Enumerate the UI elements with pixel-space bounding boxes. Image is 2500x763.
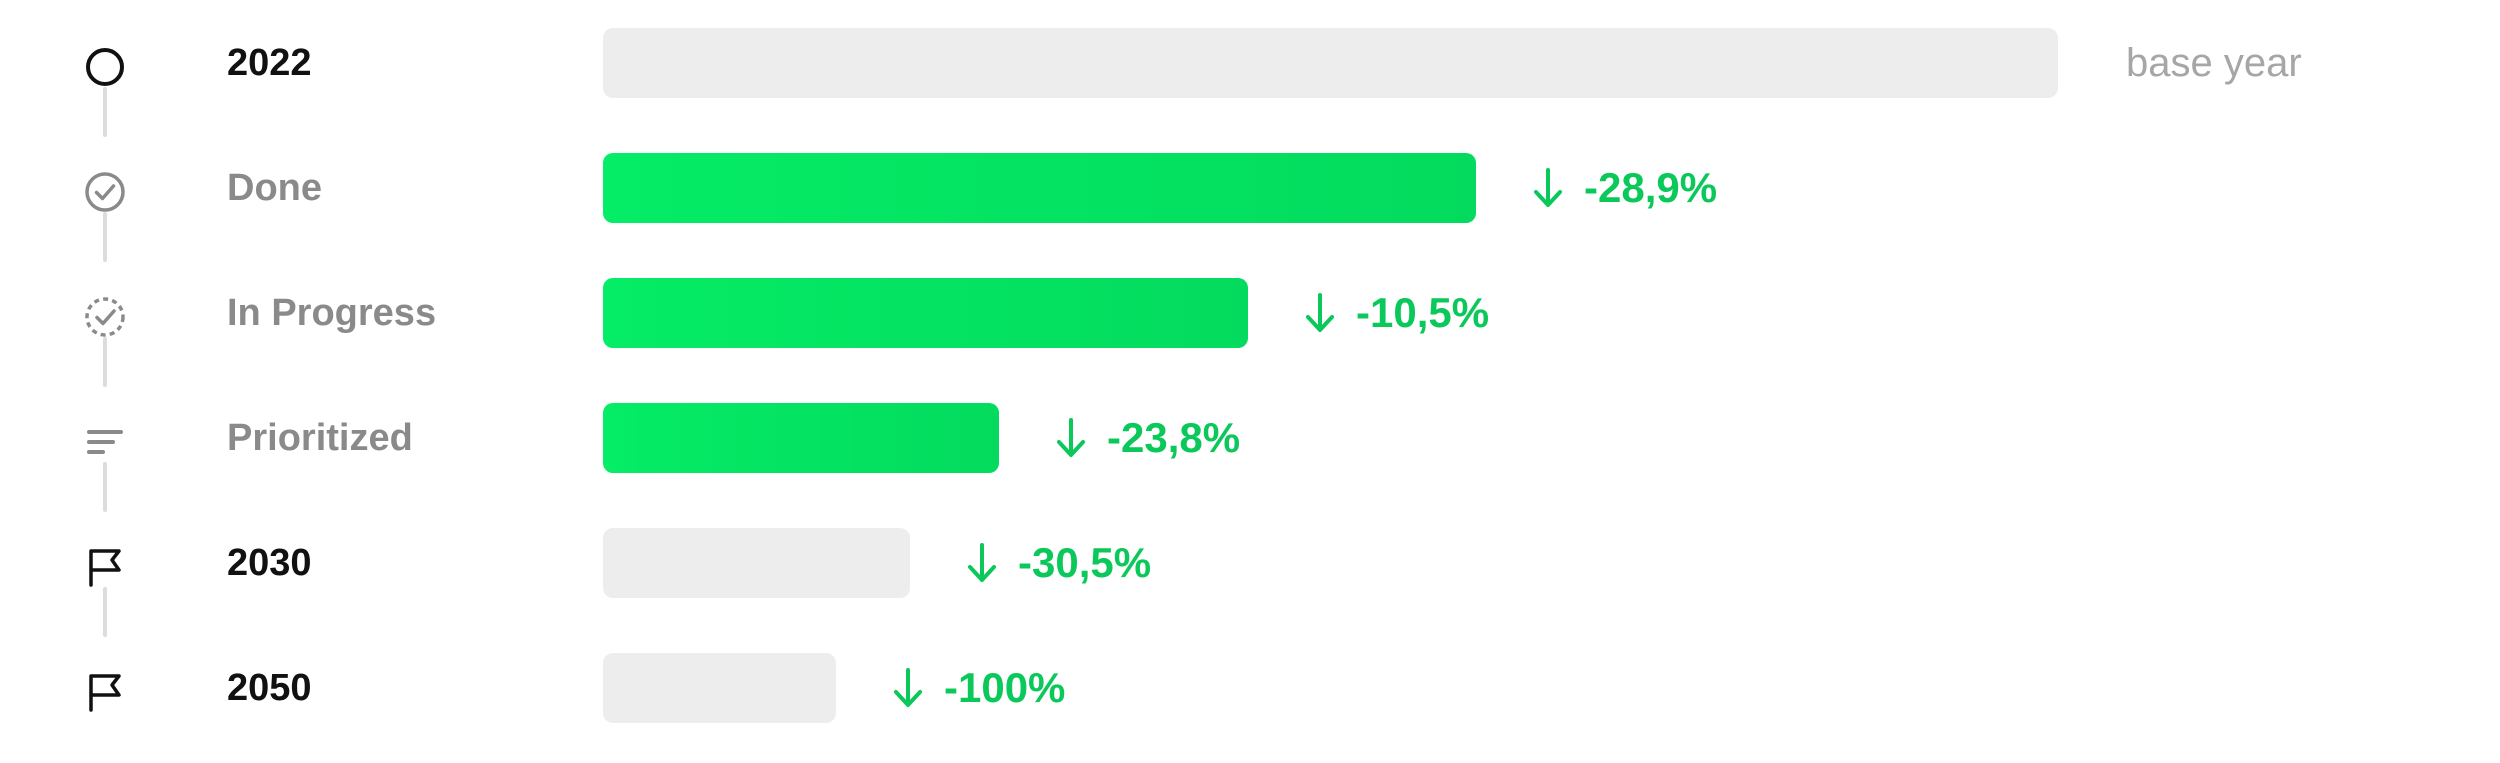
bar (603, 403, 999, 473)
bar (603, 153, 1476, 223)
change-label: -30,5% (962, 528, 1151, 598)
bar (603, 528, 910, 598)
timeline-connector (103, 212, 107, 262)
category-label: Done (227, 167, 322, 209)
change-label: -100% (888, 653, 1065, 723)
category-label: 2050 (227, 667, 312, 709)
check-circle-icon (81, 168, 129, 216)
timeline-connector (103, 87, 107, 137)
arrow-down-icon (962, 539, 1018, 587)
timeline-connector (103, 337, 107, 387)
change-label: -23,8% (1051, 403, 1240, 473)
change-label: -10,5% (1300, 278, 1489, 348)
category-label: Prioritized (227, 417, 413, 459)
priority-lines-icon (81, 418, 129, 466)
arrow-down-icon (1300, 289, 1356, 337)
arrow-down-icon (1528, 164, 1584, 212)
chart-row: Prioritized -23,8% (0, 403, 2500, 473)
base-year-note: base year (2126, 41, 2302, 85)
chart-row: In Progress -10,5% (0, 278, 2500, 348)
flag-icon (81, 543, 129, 591)
progress-check-icon (81, 293, 129, 341)
bar (603, 28, 2058, 98)
category-label: 2030 (227, 542, 312, 584)
chart-row: Done -28,9% (0, 153, 2500, 223)
change-value: -10,5% (1356, 289, 1490, 336)
chart-row: 2050 -100% (0, 653, 2500, 723)
change-label: -28,9% (1528, 153, 1717, 223)
arrow-down-icon (888, 664, 944, 712)
timeline-connector (103, 462, 107, 512)
change-value: -28,9% (1584, 164, 1718, 211)
category-label: 2022 (227, 42, 312, 84)
bar (603, 653, 836, 723)
category-label: In Progress (227, 292, 437, 334)
circle-icon (81, 43, 129, 91)
change-value: -30,5% (1018, 539, 1152, 586)
chart-row: 2022 base year (0, 28, 2500, 98)
timeline-connector (103, 587, 107, 637)
chart-row: 2030 -30,5% (0, 528, 2500, 598)
flag-icon (81, 668, 129, 716)
change-value: -100% (944, 664, 1066, 711)
change-value: -23,8% (1107, 414, 1241, 461)
arrow-down-icon (1051, 414, 1107, 462)
bar (603, 278, 1248, 348)
